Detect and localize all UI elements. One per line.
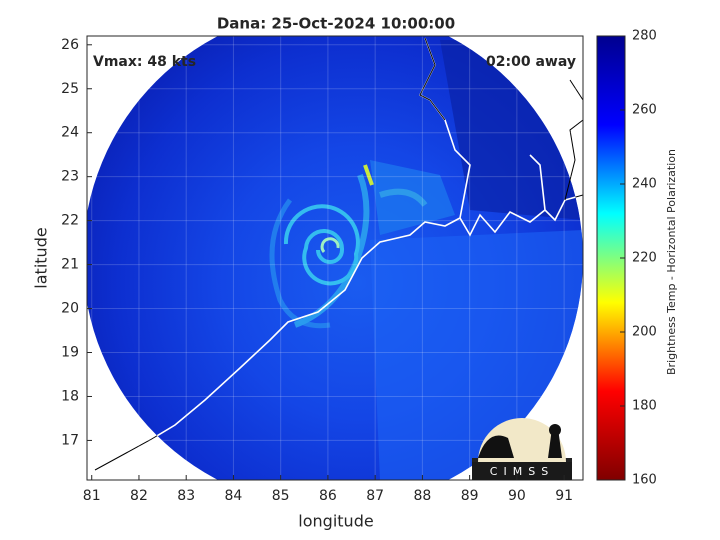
colorbar-tick-label: 180 — [632, 399, 657, 414]
colorbar-tick-label: 280 — [632, 29, 657, 44]
x-tick-label: 88 — [413, 488, 431, 504]
x-tick-label: 87 — [366, 488, 384, 504]
x-tick-label: 82 — [130, 488, 148, 504]
axes-box — [86, 35, 584, 481]
logo-text: CIMSS — [490, 465, 554, 478]
y-tick-label: 20 — [61, 301, 79, 317]
colorbar-tick-label: 260 — [632, 103, 657, 118]
x-tick-label: 89 — [461, 488, 479, 504]
map-area — [87, 36, 583, 480]
y-tick-label: 17 — [61, 432, 79, 448]
x-tick-label: 84 — [225, 488, 243, 504]
x-tick-label: 85 — [272, 488, 290, 504]
y-tick-label: 22 — [61, 213, 79, 229]
y-tick-label: 19 — [61, 345, 79, 361]
y-tick-label: 21 — [61, 257, 79, 273]
colorbar-tick-label: 200 — [632, 325, 657, 340]
chart-title: Dana: 25-Oct-2024 10:00:00 — [217, 15, 455, 33]
y-tick-label: 26 — [61, 37, 79, 53]
logo: CIMSS — [472, 418, 572, 480]
x-tick-label: 91 — [555, 488, 573, 504]
colorbar-tick-label: 160 — [632, 473, 657, 488]
annotation: Vmax: 48 kts — [93, 54, 196, 70]
y-axis-label: latitude — [32, 227, 51, 288]
x-tick-label: 90 — [508, 488, 526, 504]
x-tick-label: 86 — [319, 488, 337, 504]
x-axis-label: longitude — [298, 512, 373, 531]
y-tick-label: 24 — [61, 125, 79, 141]
y-tick-label: 18 — [61, 388, 79, 404]
x-tick-label: 81 — [83, 488, 101, 504]
colorbar-tick-label: 240 — [632, 177, 657, 192]
y-tick-label: 25 — [61, 81, 79, 97]
y-tick-label: 23 — [61, 169, 79, 185]
annotation: 02:00 away — [486, 54, 576, 70]
x-tick-label: 83 — [177, 488, 195, 504]
colorbar-tick-label: 220 — [632, 251, 657, 266]
colorbar-label: Brightness Temp - Horizontal Polarizatio… — [665, 149, 678, 375]
